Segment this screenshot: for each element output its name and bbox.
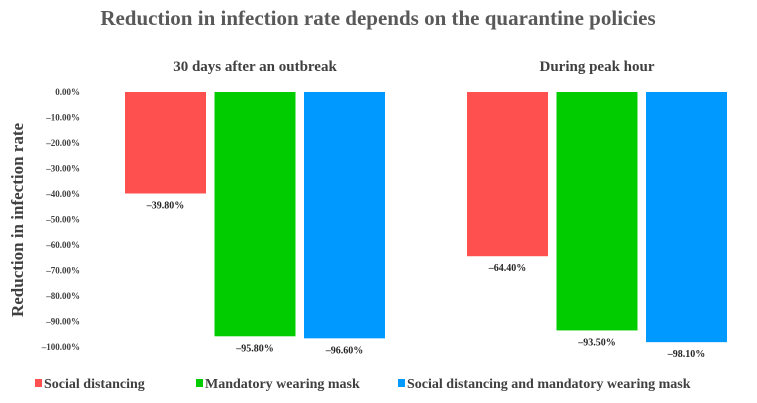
- legend-label: Mandatory wearing mask: [205, 377, 360, 392]
- y-tick-label: –30.00%: [45, 164, 80, 174]
- y-tick-label: –70.00%: [45, 266, 80, 276]
- bar: [467, 92, 548, 257]
- legend-swatch: [35, 379, 42, 387]
- y-tick-label: –20.00%: [45, 138, 80, 148]
- data-label: –39.80%: [146, 200, 185, 211]
- y-tick-label: 0.00%: [55, 87, 80, 97]
- bar: [125, 92, 206, 194]
- y-tick-label: –10.00%: [45, 113, 80, 123]
- data-label: –95.80%: [235, 343, 274, 354]
- bar: [214, 92, 296, 337]
- data-label: –96.60%: [325, 345, 364, 356]
- data-label: –93.50%: [577, 337, 616, 348]
- y-tick-label: –90.00%: [45, 317, 80, 327]
- bar: [646, 92, 727, 343]
- data-label: –64.40%: [488, 263, 527, 274]
- bar: [556, 92, 638, 331]
- y-tick-label: –60.00%: [45, 240, 80, 250]
- y-axis-label: Reduction in infection rate: [8, 123, 27, 318]
- group-title-0: 30 days after an outbreak: [173, 59, 337, 75]
- legend-swatch: [196, 379, 203, 387]
- y-tick-label: –50.00%: [45, 215, 80, 225]
- y-tick-label: –80.00%: [45, 291, 80, 301]
- data-label: –98.10%: [667, 349, 706, 360]
- bar: [304, 92, 385, 339]
- legend-label: Social distancing: [44, 377, 145, 392]
- legend-swatch: [398, 379, 405, 387]
- y-tick-label: –40.00%: [45, 189, 80, 199]
- legend-label: Social distancing and mandatory wearing …: [407, 377, 691, 392]
- chart-title: Reduction in infection rate depends on t…: [100, 6, 655, 30]
- y-tick-label: –100.00%: [41, 342, 80, 352]
- group-title-1: During peak hour: [539, 59, 654, 75]
